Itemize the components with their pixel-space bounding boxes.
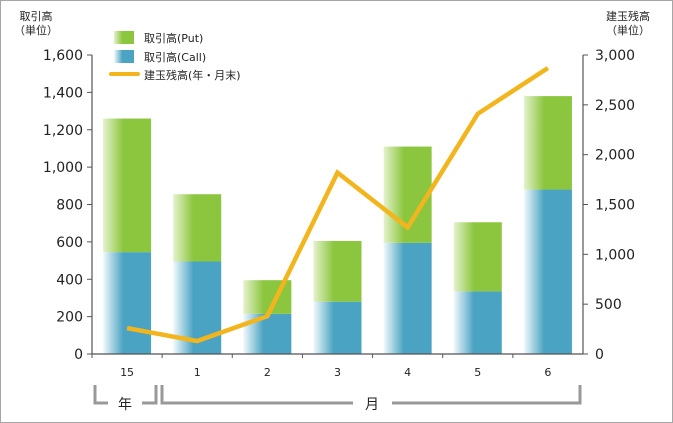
x-axis: 15 1 2 3 4 5 6 (91, 55, 584, 379)
bar-call (103, 252, 152, 354)
left-tick-label: 0 (74, 347, 83, 363)
bar-put (453, 222, 502, 292)
x-tick-label: 1 (194, 366, 201, 379)
legend-swatch-call (114, 50, 134, 63)
right-tick-label: 2,000 (595, 148, 635, 164)
x-tick-label: 15 (120, 366, 134, 379)
legend-label-line: 建玉残高(年・月末) (144, 68, 241, 82)
year-group-label: 年 (118, 397, 132, 413)
period-brackets: 年 月 (93, 385, 582, 413)
x-tick-label: 6 (544, 366, 551, 379)
legend-swatch-put (114, 31, 134, 44)
right-tick-label: 3,000 (595, 48, 635, 64)
legend: 取引高(Put) 取引高(Call) 建玉残高(年・月末) (109, 31, 241, 82)
right-tick-label: 0 (595, 347, 604, 363)
left-tick-label: 1,400 (43, 85, 83, 101)
year-bracket-left (93, 385, 108, 405)
x-tick-label: 3 (334, 366, 341, 379)
bar-call (523, 189, 572, 354)
month-bracket-right (392, 385, 582, 405)
right-axis-title-line2: （単位） (606, 23, 650, 37)
bar-call (383, 242, 432, 354)
bar-put (173, 194, 222, 262)
month-group-label: 月 (365, 397, 379, 413)
left-tick-label: 200 (56, 310, 83, 326)
right-tick-label: 1,500 (595, 198, 635, 214)
left-tick-label: 600 (56, 235, 83, 251)
bar-put (313, 240, 362, 302)
x-tick-label: 5 (474, 366, 481, 379)
x-tick-label: 2 (264, 366, 271, 379)
bar-put (523, 96, 572, 190)
x-tick-label: 4 (404, 366, 411, 379)
year-bracket-right (142, 385, 158, 405)
month-bracket-left (160, 385, 353, 405)
right-tick-label: 1,000 (595, 247, 635, 263)
left-axis: 0 200 400 600 800 1,000 1,200 1,400 1,600 (43, 48, 92, 363)
bar-call (453, 291, 502, 354)
right-axis-title-line1: 建玉残高 (606, 9, 650, 23)
right-tick-label: 500 (595, 297, 622, 313)
left-axis-title-line1: 取引高 (20, 9, 53, 23)
bars (103, 96, 572, 354)
right-axis: 0 500 1,000 1,500 2,000 2,500 3,000 (583, 48, 635, 363)
line-series (126, 66, 550, 344)
legend-label-put: 取引高(Put) (144, 31, 203, 45)
left-tick-label: 800 (56, 198, 83, 214)
left-tick-label: 1,000 (43, 160, 83, 176)
legend-label-call: 取引高(Call) (144, 50, 206, 64)
left-tick-label: 1,600 (43, 48, 83, 64)
bar-call (313, 301, 362, 354)
right-tick-label: 2,500 (595, 98, 635, 114)
left-tick-label: 1,200 (43, 123, 83, 139)
left-axis-title-line2: （単位） (14, 23, 58, 37)
bar-put (103, 118, 152, 253)
left-tick-label: 400 (56, 272, 83, 288)
